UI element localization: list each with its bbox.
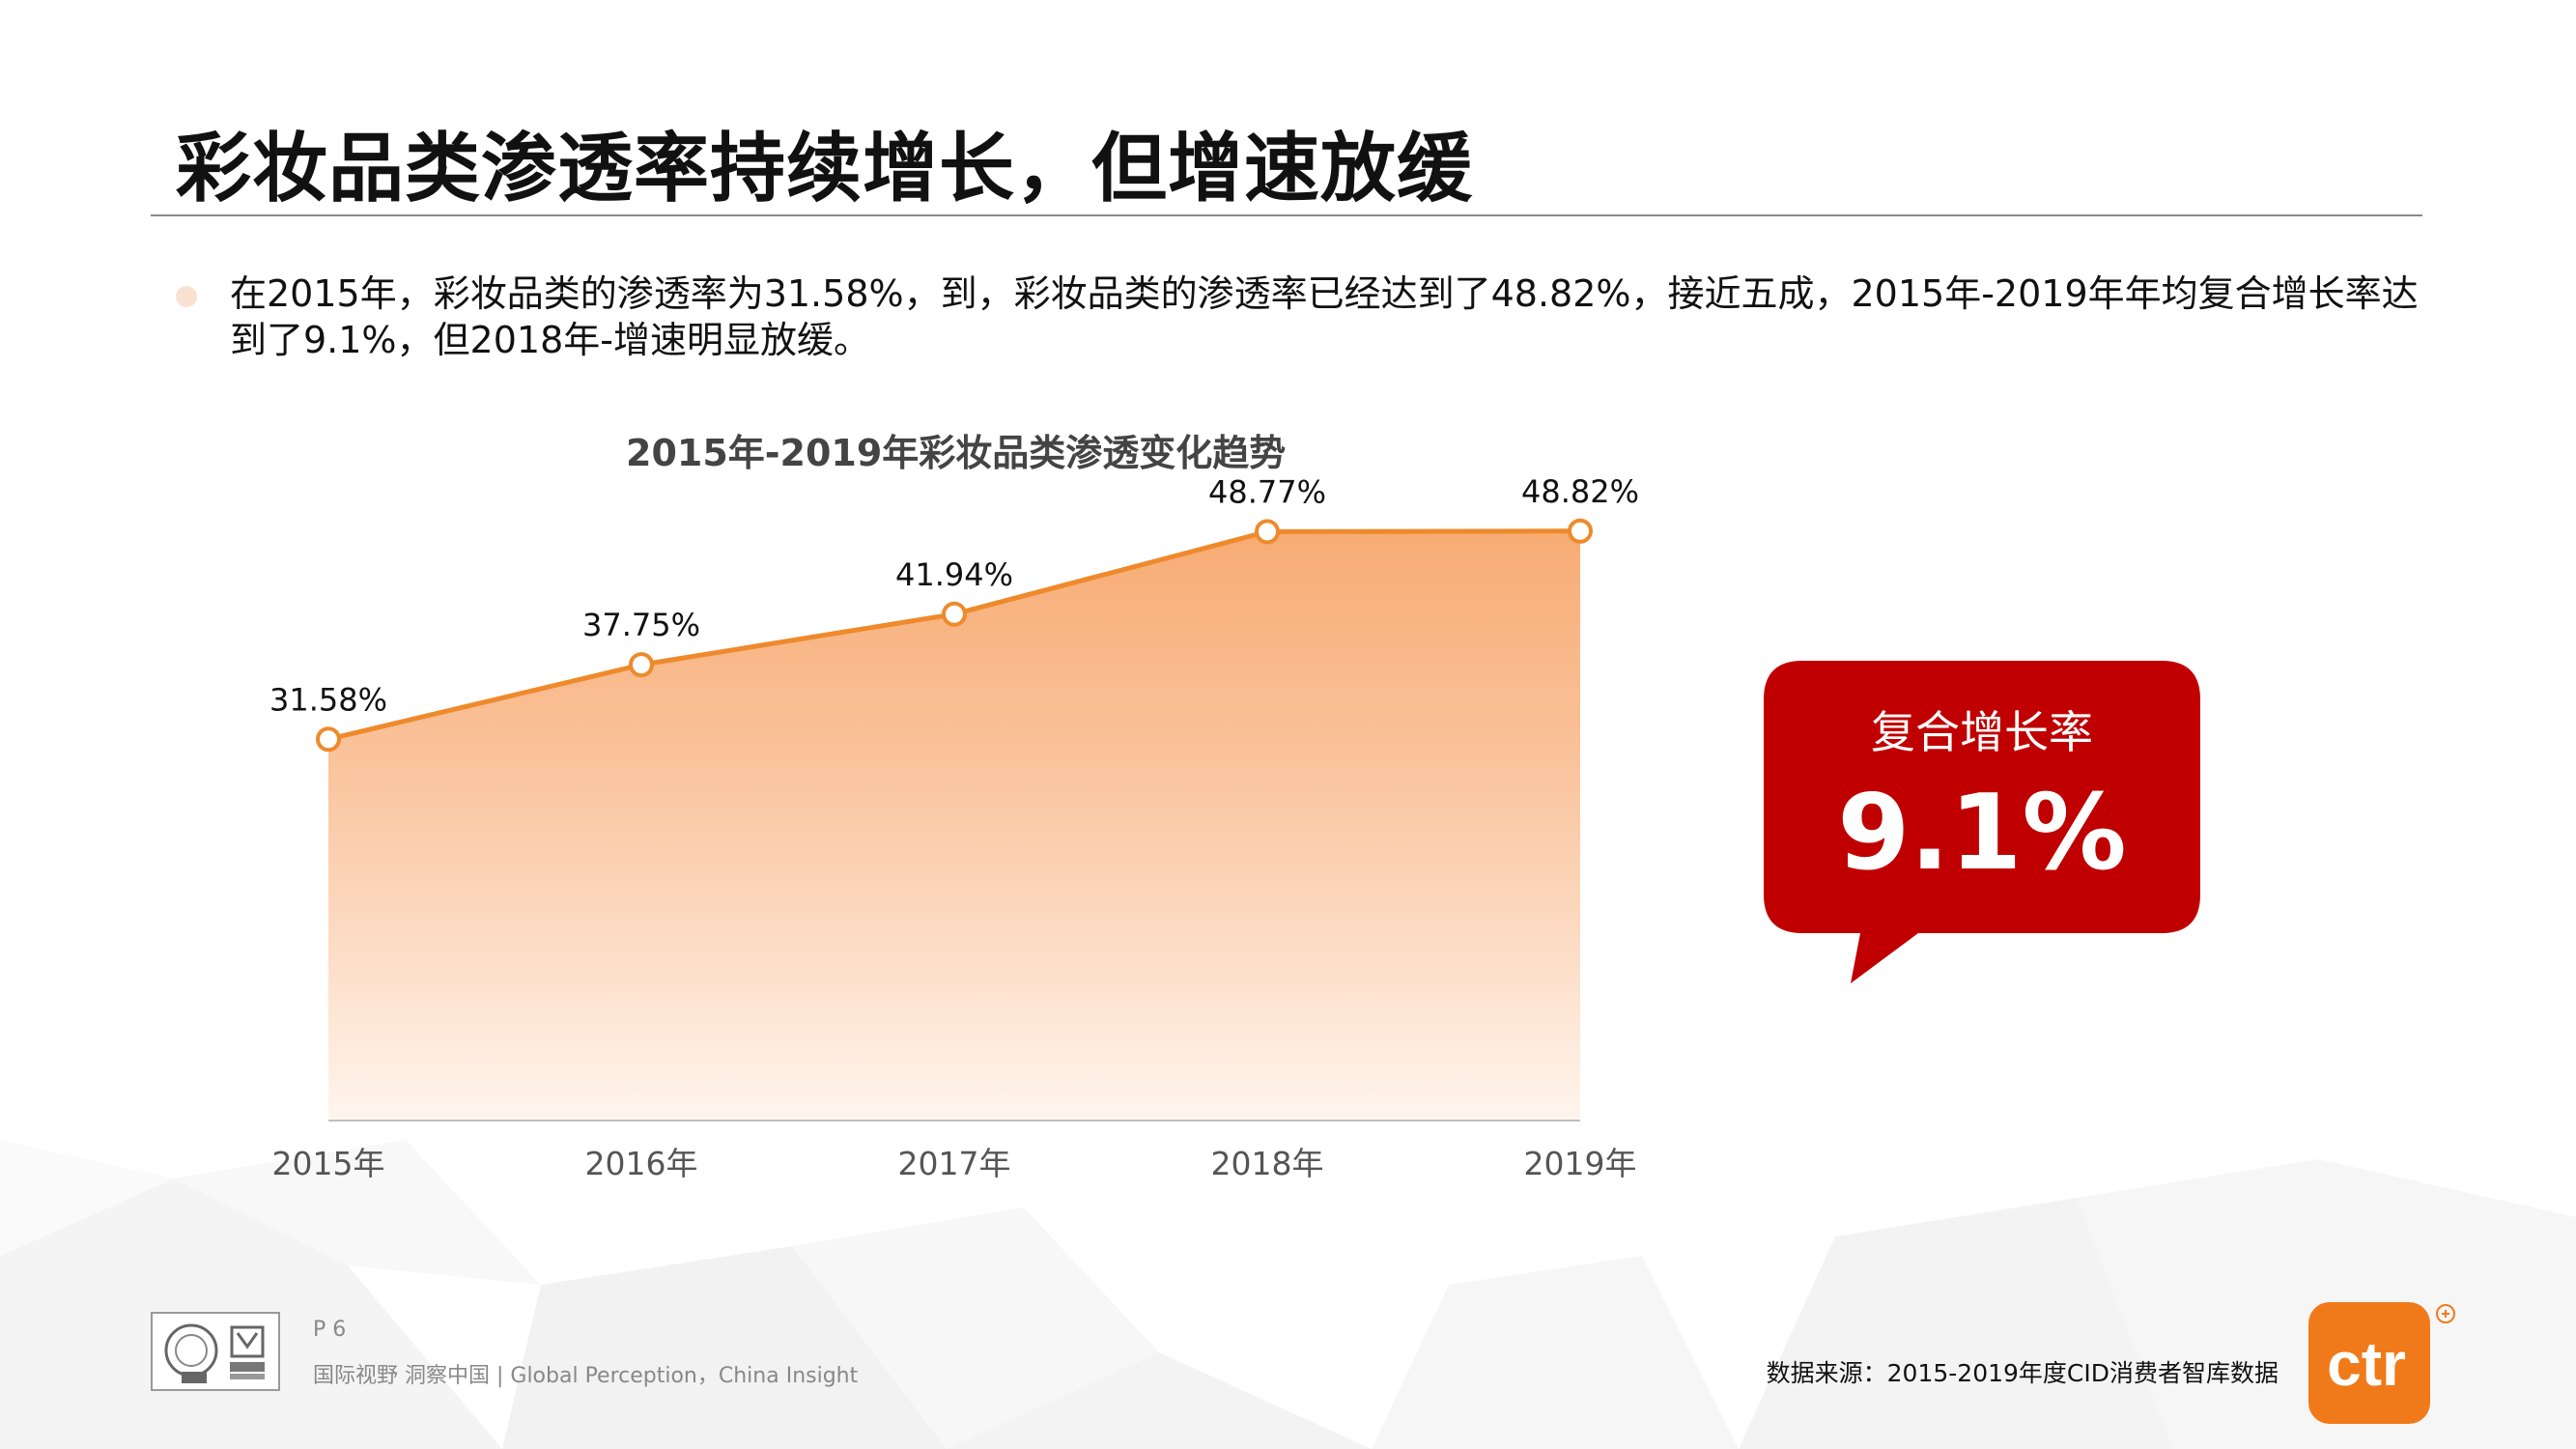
data-label: 41.94% [895,556,1013,593]
sgs-ukas-certification-icon [151,1312,280,1391]
summary-text: 在2015年，彩妆品类的渗透率为31.58%，到，彩妆品类的渗透率已经达到了48… [230,272,2419,361]
data-point [316,726,341,753]
x-tick-label: 2019年 [1524,1145,1637,1182]
chart-title: 2015年-2019年彩妆品类渗透变化趋势 [626,432,1287,474]
svg-text:ctr: ctr [2327,1329,2406,1399]
footer-slogan: 国际视野 洞察中国 | Global Perception，China Insi… [313,1364,859,1388]
page-title: 彩妆品类渗透率持续增长，但增速放缓 [176,126,1474,213]
page-number: P 6 [313,1318,347,1342]
data-label: 37.75% [582,607,700,643]
data-label: 48.82% [1521,473,1639,510]
cagr-value: 9.1% [1837,773,2127,894]
x-tick-label: 2018年 [1211,1145,1324,1182]
data-source: 数据来源：2015-2019年度CID消费者智库数据 [1766,1359,2279,1387]
title-divider [151,214,2422,216]
x-tick-label: 2015年 [272,1145,385,1182]
data-point [942,601,967,627]
registered-mark-icon [2436,1304,2455,1323]
x-tick-label: 2017年 [898,1145,1011,1182]
data-label: 31.58% [269,681,387,718]
area-fill [328,530,1580,1121]
ctr-logo: ctr [2308,1302,2430,1424]
bullet-icon [176,286,197,307]
cagr-callout-bubble [1764,661,2200,983]
data-label: 48.77% [1208,473,1326,510]
x-tick-label: 2016年 [585,1145,698,1182]
data-point [629,652,654,678]
data-point [1255,519,1280,545]
cagr-label: 复合增长率 [1871,706,2093,758]
data-point [1568,518,1593,544]
